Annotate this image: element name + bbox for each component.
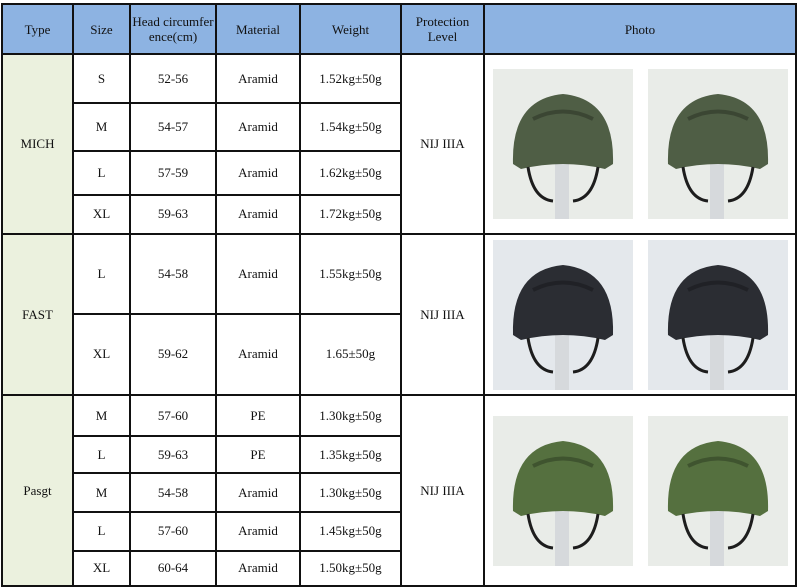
- weight-cell: 1.45kg±50g: [299, 511, 402, 552]
- table-row: Pasgt M 57-60 PE 1.30kg±50g NIJ IIIA: [1, 393, 797, 587]
- helmet-photo: [492, 69, 633, 219]
- helmet-photo: [492, 415, 633, 566]
- size-cell: L: [72, 149, 131, 196]
- photo-cell: [483, 394, 797, 587]
- header-head-circumference: Head circumference(cm): [129, 3, 217, 55]
- table-row: L 57-60 Aramid 1.45kg±50g: [2, 511, 796, 552]
- weight-cell: 1.65±50g: [299, 312, 402, 397]
- head-circumference-cell: 59-63: [129, 435, 217, 474]
- helmet-photo: [647, 239, 788, 390]
- head-circumference-cell: 57-59: [129, 149, 217, 196]
- table-row: XL 59-62 Aramid 1.65±50g: [2, 312, 796, 397]
- weight-cell: 1.30kg±50g: [299, 393, 402, 438]
- material-cell: PE: [215, 393, 301, 438]
- photo-cell: [483, 233, 797, 396]
- size-cell: S: [72, 52, 131, 105]
- head-circumference-cell: 54-58: [129, 233, 217, 315]
- header-row: Type Size Head circumference(cm) Materia…: [1, 3, 797, 55]
- table-row: L 59-63 PE 1.35kg±50g: [2, 435, 796, 474]
- weight-cell: 1.72kg±50g: [299, 193, 402, 236]
- material-cell: Aramid: [215, 312, 301, 397]
- protection-level-cell: NIJ IIIA: [400, 53, 485, 235]
- size-cell: L: [72, 511, 131, 552]
- material-cell: Aramid: [215, 102, 301, 152]
- weight-cell: 1.52kg±50g: [299, 52, 402, 105]
- size-cell: L: [72, 435, 131, 474]
- weight-cell: 1.55kg±50g: [299, 233, 402, 315]
- table-row: M 54-58 Aramid 1.30kg±50g: [2, 471, 796, 514]
- header-size: Size: [72, 3, 131, 55]
- table-row: XL 60-64 Aramid 1.50kg±50g: [2, 549, 796, 587]
- header-material: Material: [215, 3, 301, 55]
- protection-level-cell: NIJ IIIA: [400, 394, 485, 587]
- header-weight: Weight: [299, 3, 402, 55]
- table-row: FAST L 54-58 Aramid 1.55kg±50g NIJ IIIA: [1, 233, 797, 396]
- table-row: L 57-59 Aramid 1.62kg±50g: [2, 149, 796, 196]
- size-cell: L: [72, 233, 131, 315]
- table-row: XL 59-63 Aramid 1.72kg±50g: [2, 193, 796, 236]
- table-row: M 54-57 Aramid 1.54kg±50g: [2, 102, 796, 152]
- material-cell: Aramid: [215, 52, 301, 105]
- table-row: MICH S 52-56 Aramid 1.52kg±50g NIJ IIIA: [1, 52, 797, 235]
- head-circumference-cell: 52-56: [129, 52, 217, 105]
- helmet-photo: [647, 415, 788, 566]
- head-circumference-cell: 54-58: [129, 471, 217, 514]
- type-cell: Pasgt: [1, 394, 74, 587]
- helmet-photo: [492, 239, 633, 390]
- head-circumference-cell: 59-63: [129, 193, 217, 236]
- size-cell: XL: [72, 193, 131, 236]
- material-cell: Aramid: [215, 193, 301, 236]
- photo-cell: [483, 53, 797, 235]
- type-cell: MICH: [1, 53, 74, 235]
- head-circumference-cell: 54-57: [129, 102, 217, 152]
- weight-cell: 1.30kg±50g: [299, 471, 402, 514]
- size-cell: M: [72, 102, 131, 152]
- weight-cell: 1.35kg±50g: [299, 435, 402, 474]
- head-circumference-cell: 60-64: [129, 549, 217, 587]
- material-cell: Aramid: [215, 511, 301, 552]
- size-cell: M: [72, 393, 131, 438]
- material-cell: Aramid: [215, 549, 301, 587]
- head-circumference-cell: 57-60: [129, 511, 217, 552]
- helmet-photo: [647, 69, 788, 219]
- protection-level-cell: NIJ IIIA: [400, 233, 485, 396]
- helmet-spec-table: Type Size Head circumference(cm) Materia…: [1, 3, 797, 587]
- head-circumference-cell: 59-62: [129, 312, 217, 397]
- weight-cell: 1.50kg±50g: [299, 549, 402, 587]
- weight-cell: 1.62kg±50g: [299, 149, 402, 196]
- header-protection-level: Protection Level: [400, 3, 485, 55]
- header-type: Type: [1, 3, 74, 55]
- size-cell: XL: [72, 549, 131, 587]
- material-cell: Aramid: [215, 149, 301, 196]
- header-photo: Photo: [483, 3, 797, 55]
- type-cell: FAST: [1, 233, 74, 396]
- size-cell: XL: [72, 312, 131, 397]
- head-circumference-cell: 57-60: [129, 393, 217, 438]
- size-cell: M: [72, 471, 131, 514]
- material-cell: PE: [215, 435, 301, 474]
- weight-cell: 1.54kg±50g: [299, 102, 402, 152]
- material-cell: Aramid: [215, 471, 301, 514]
- material-cell: Aramid: [215, 233, 301, 315]
